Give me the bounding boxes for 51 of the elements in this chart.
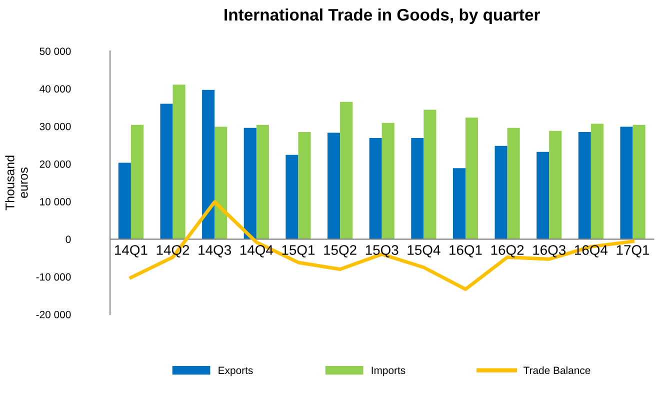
y-tick-label: 20 000 [40,160,71,168]
bar [549,130,562,240]
x-tick-label: 16Q2 [491,245,524,258]
bar [172,84,186,240]
legend-label: Exports [218,366,253,376]
legend-label: Imports [372,366,406,376]
bar [244,128,256,240]
x-tick-label: 15Q3 [366,245,398,258]
bar [214,126,228,240]
bar [494,146,508,240]
bar [452,168,466,240]
y-tick-label: -10 000 [36,273,71,281]
x-tick-label: 16Q1 [450,245,482,258]
bar [298,132,311,240]
bar [286,154,298,240]
y-tick-label: 40 000 [40,85,71,93]
bar [130,124,144,240]
bar [327,132,340,240]
x-tick-label: 14Q3 [198,245,231,258]
bar [340,102,353,240]
x-tick-label: 14Q4 [240,245,273,258]
bar [118,162,131,240]
bar [590,124,604,240]
y-axis-title: Thousand euros [5,156,28,210]
legend-label: Trade Balance [524,366,590,374]
bar [507,128,520,240]
x-tick-label: 16Q4 [575,245,608,258]
bar [424,110,436,240]
bar [369,138,382,240]
bar [620,126,633,240]
x-tick-label: 14Q1 [115,245,148,258]
y-tick-label: -20 000 [36,310,71,318]
x-tick-label: 15Q1 [282,245,315,258]
y-tick-label: 0 [66,236,71,244]
x-tick-label: 17Q1 [616,245,650,258]
bar [536,152,550,240]
bar [202,90,215,240]
y-tick-label: 30 000 [40,122,71,130]
y-tick-label: 10 000 [40,198,71,206]
x-tick-label: 15Q4 [408,245,440,258]
chart-title: International Trade in Goods, by quarter [224,8,540,24]
bar [578,132,591,240]
x-tick-label: 16Q3 [533,245,566,258]
bar [632,124,646,240]
bar [411,138,424,240]
bar [382,122,394,240]
x-tick-label: 15Q2 [324,245,356,258]
bar [465,118,478,240]
bar [160,104,173,240]
bar [256,124,269,240]
y-tick-label: 50 000 [40,48,71,55]
